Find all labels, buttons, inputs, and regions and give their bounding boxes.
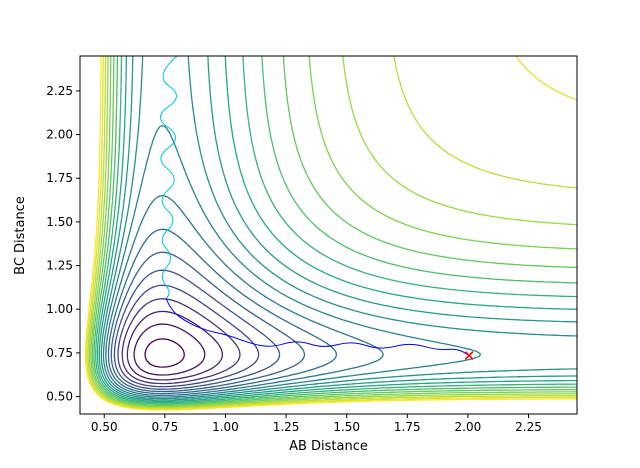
- x-tick-label: 1.00: [212, 420, 239, 434]
- contour-line: [100, 56, 577, 400]
- plot-area: [84, 56, 577, 411]
- contour-line: [121, 298, 241, 385]
- y-tick-label: 2.00: [46, 128, 73, 142]
- x-tick-label: 2.25: [515, 420, 542, 434]
- contour-line: [90, 56, 577, 407]
- contour-line: [98, 56, 577, 401]
- x-tick-label: 2.00: [455, 420, 482, 434]
- x-tick-label: 0.75: [151, 420, 178, 434]
- contour-line: [86, 56, 577, 410]
- exit-channel-trajectory: [165, 298, 469, 356]
- axes-frame: [79, 55, 578, 415]
- tick-marks: [76, 90, 530, 418]
- x-tick-label: 0.50: [91, 420, 118, 434]
- contour-line: [84, 56, 577, 411]
- y-tick-label: 0.50: [46, 390, 73, 404]
- contour-line: [113, 269, 281, 390]
- y-tick-label: 1.50: [46, 215, 73, 229]
- contour-line: [133, 323, 206, 376]
- x-tick-label: 1.75: [394, 420, 421, 434]
- x-tick-label: 1.25: [273, 420, 300, 434]
- contour-line: [126, 310, 224, 381]
- contour-line: [91, 56, 577, 406]
- contour-line: [93, 56, 577, 405]
- contour-line: [102, 124, 482, 398]
- y-axis-label: BC Distance: [12, 195, 28, 275]
- contour-line: [87, 56, 577, 409]
- y-tick-label: 1.25: [46, 259, 73, 273]
- x-tick-label: 1.50: [333, 420, 360, 434]
- y-tick-label: 1.75: [46, 171, 73, 185]
- contour-line: [107, 228, 338, 395]
- y-tick-label: 0.75: [46, 346, 73, 360]
- entrance-channel-trajectory: [159, 56, 178, 300]
- trajectory-end-x-marker: [464, 351, 474, 360]
- contour-line: [144, 338, 185, 368]
- contour-line: [117, 284, 260, 388]
- contour-line: [110, 251, 306, 393]
- y-tick-label: 1.00: [46, 302, 73, 316]
- tick-label-layer: 0.50 0.75 1.00 1.25 1.50 1.75 2.00 2.25 0.50 0.75…: [46, 84, 542, 434]
- x-axis-label: AB Distance: [289, 439, 368, 454]
- y-tick-label: 2.25: [46, 84, 73, 98]
- y-axis-label-box: BC Distance: [8, 56, 32, 414]
- contour-line: [96, 56, 577, 403]
- contour-line: [105, 194, 384, 396]
- contour-line: [88, 56, 577, 408]
- contour-line: [95, 56, 577, 404]
